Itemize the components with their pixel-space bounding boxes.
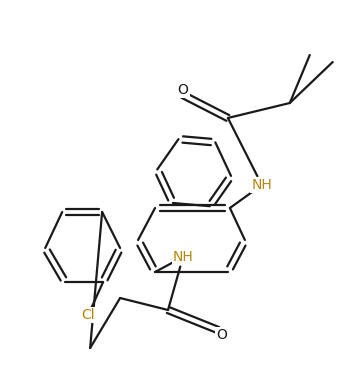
Text: O: O: [178, 83, 189, 97]
Text: NH: NH: [251, 178, 272, 192]
Text: Cl: Cl: [81, 308, 95, 322]
Text: O: O: [216, 328, 227, 342]
Text: NH: NH: [173, 250, 193, 264]
